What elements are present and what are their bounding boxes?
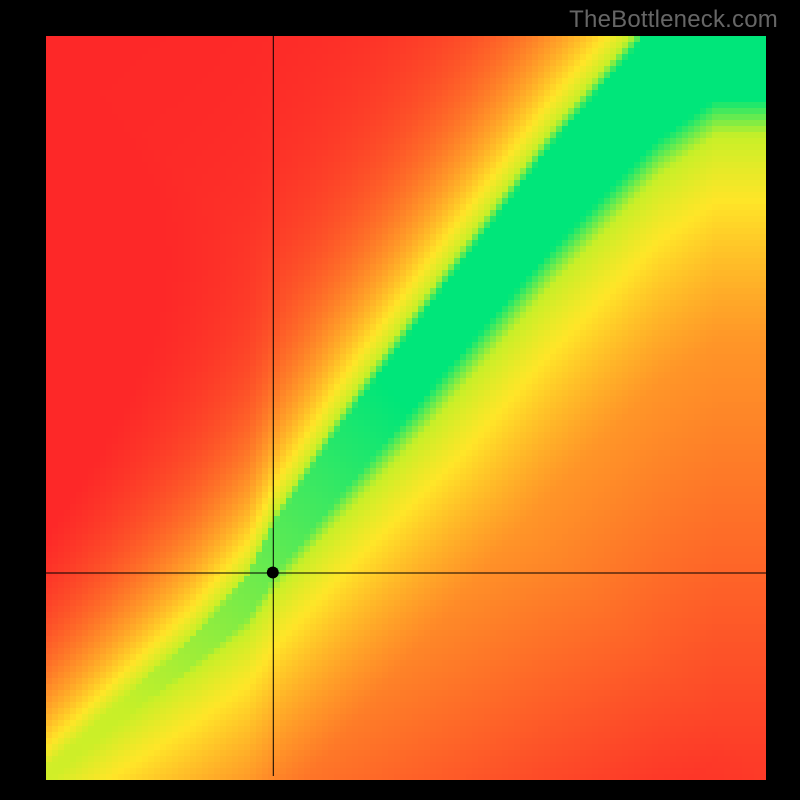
bottleneck-heatmap (0, 0, 800, 800)
watermark-text: TheBottleneck.com (569, 6, 778, 34)
